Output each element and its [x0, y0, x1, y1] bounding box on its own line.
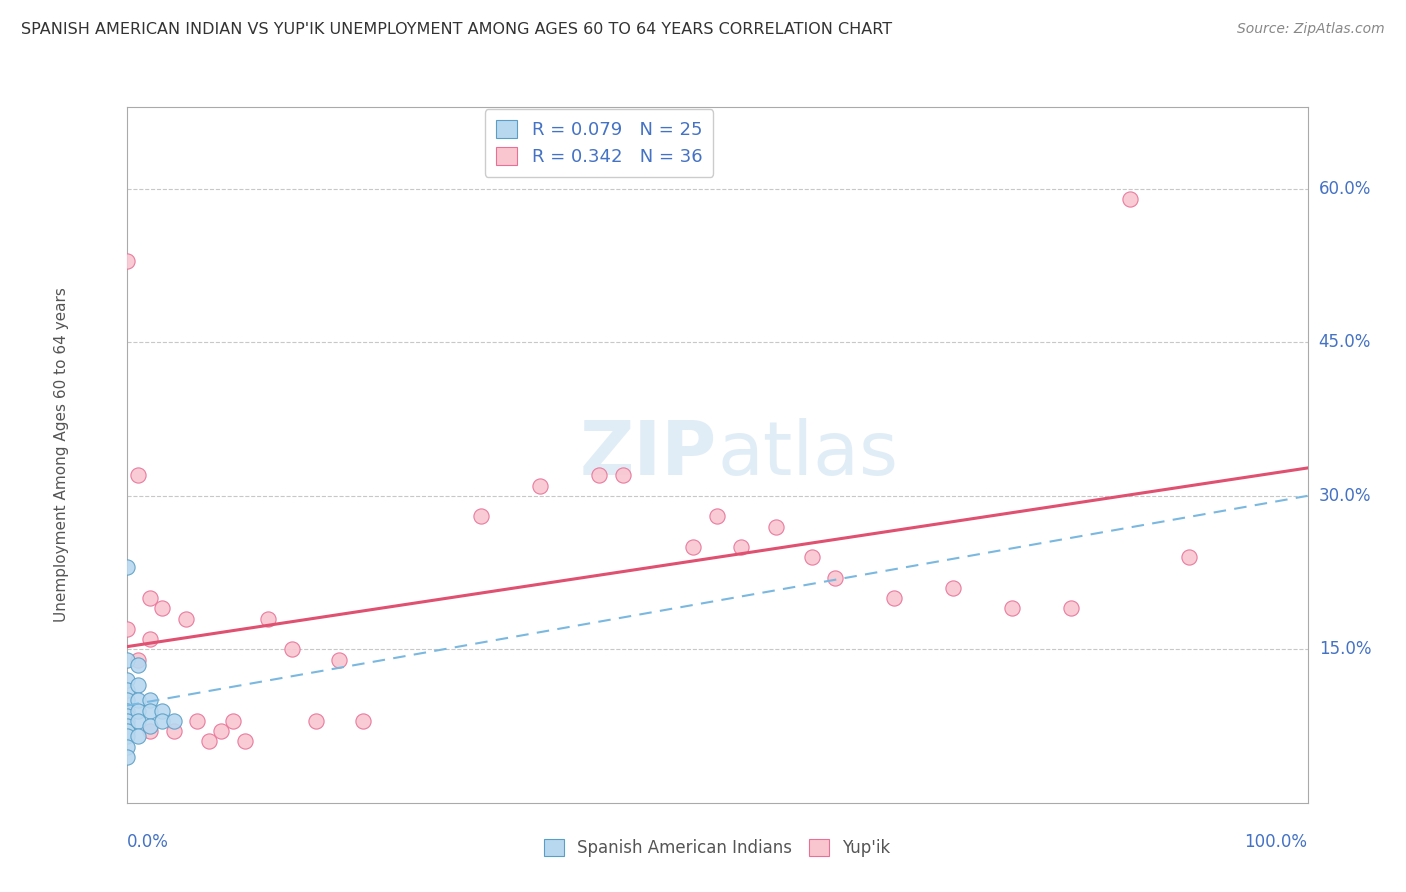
Point [115, 739, 138, 754]
Text: Source: ZipAtlas.com: Source: ZipAtlas.com [1237, 22, 1385, 37]
Point [883, 591, 905, 606]
Text: Unemployment Among Ages 60 to 64 years: Unemployment Among Ages 60 to 64 years [53, 287, 69, 623]
Point [115, 714, 138, 728]
Point [529, 478, 551, 492]
Point [198, 734, 221, 748]
Point [174, 612, 197, 626]
Point [328, 652, 350, 666]
Text: 15.0%: 15.0% [1319, 640, 1371, 658]
Point [281, 642, 304, 657]
Point [612, 468, 634, 483]
Point [682, 540, 704, 554]
Point [127, 678, 149, 692]
Point [139, 632, 162, 646]
Point [127, 652, 149, 666]
Text: SPANISH AMERICAN INDIAN VS YUP'IK UNEMPLOYMENT AMONG AGES 60 TO 64 YEARS CORRELA: SPANISH AMERICAN INDIAN VS YUP'IK UNEMPL… [21, 22, 893, 37]
Point [139, 704, 162, 718]
Point [304, 714, 326, 728]
Point [706, 509, 728, 524]
Point [139, 693, 162, 707]
Point [115, 622, 138, 636]
Text: atlas: atlas [717, 418, 898, 491]
Point [942, 581, 965, 595]
Point [139, 591, 162, 606]
Text: 30.0%: 30.0% [1319, 487, 1371, 505]
Text: ZIP: ZIP [579, 418, 717, 491]
Point [150, 714, 173, 728]
Point [1001, 601, 1024, 615]
Point [186, 714, 208, 728]
Point [1060, 601, 1083, 615]
Text: 45.0%: 45.0% [1319, 334, 1371, 351]
Point [209, 724, 232, 739]
Point [115, 683, 138, 698]
Point [163, 724, 186, 739]
Point [115, 724, 138, 739]
Point [150, 704, 173, 718]
Point [588, 468, 610, 483]
Point [257, 612, 280, 626]
Text: 60.0%: 60.0% [1319, 180, 1371, 198]
Point [115, 719, 138, 733]
Point [127, 729, 149, 743]
Point [127, 693, 149, 707]
Point [115, 693, 138, 707]
Point [800, 550, 823, 565]
Legend: Spanish American Indians, Yup'ik: Spanish American Indians, Yup'ik [537, 832, 897, 864]
Point [115, 560, 138, 574]
Point [352, 714, 374, 728]
Point [150, 601, 173, 615]
Point [163, 714, 186, 728]
Text: 100.0%: 100.0% [1244, 833, 1308, 851]
Point [115, 729, 138, 743]
Point [115, 652, 138, 666]
Point [765, 519, 787, 533]
Point [115, 253, 138, 268]
Point [233, 734, 256, 748]
Point [824, 571, 846, 585]
Point [139, 719, 162, 733]
Point [115, 708, 138, 723]
Point [730, 540, 752, 554]
Point [115, 749, 138, 764]
Point [127, 714, 149, 728]
Text: 0.0%: 0.0% [127, 833, 169, 851]
Point [115, 673, 138, 687]
Point [1178, 550, 1201, 565]
Point [115, 704, 138, 718]
Point [127, 704, 149, 718]
Point [127, 468, 149, 483]
Point [222, 714, 245, 728]
Point [470, 509, 492, 524]
Point [127, 657, 149, 672]
Point [139, 724, 162, 739]
Point [1119, 192, 1142, 206]
